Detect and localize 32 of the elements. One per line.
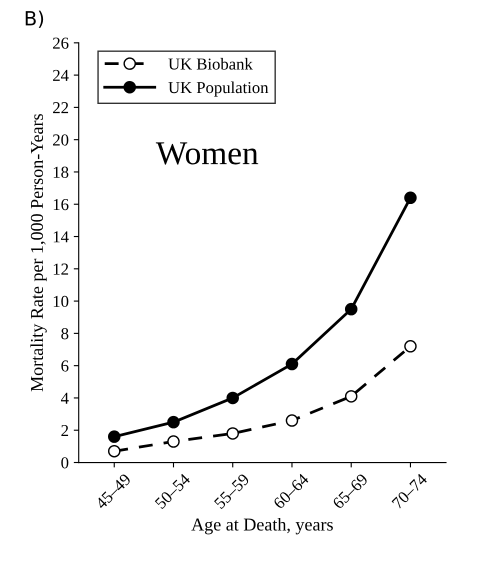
point [344,302,358,316]
y-tick-label: 18 [54,166,68,178]
point [167,416,180,428]
chart-title: B) [26,10,44,28]
y-tick-label: 10 [54,296,68,308]
x-axis-title: Age at Death, years [191,518,333,534]
point [167,435,180,448]
y-tick-label: 26 [53,38,68,49]
point [108,430,120,443]
point [286,358,298,370]
y-tick-label: 12 [54,264,68,275]
annotation: Women [156,142,258,165]
point [344,390,358,403]
point [286,414,298,427]
y-tick-label: 0 [61,457,68,468]
point [404,340,417,353]
y-tick-label: 2 [61,424,68,436]
y-tick-label: 16 [54,198,68,210]
point [108,444,120,458]
legend-label: UK Population [168,81,268,97]
y-tick-label: 22 [53,102,68,114]
y-tick-label: 14 [54,231,69,242]
y-tick-label: 4 [60,392,69,404]
y-axis-title: Mortality Rate per 1,000 Person-Years [30,114,47,392]
point [404,192,417,204]
y-tick-label: 20 [53,134,68,146]
point [226,427,239,440]
point [226,392,239,404]
y-tick-label: 24 [53,70,69,81]
legend-label: UK Biobank [168,58,253,70]
y-tick-label: 6 [61,360,68,372]
y-tick-label: 8 [61,328,68,340]
